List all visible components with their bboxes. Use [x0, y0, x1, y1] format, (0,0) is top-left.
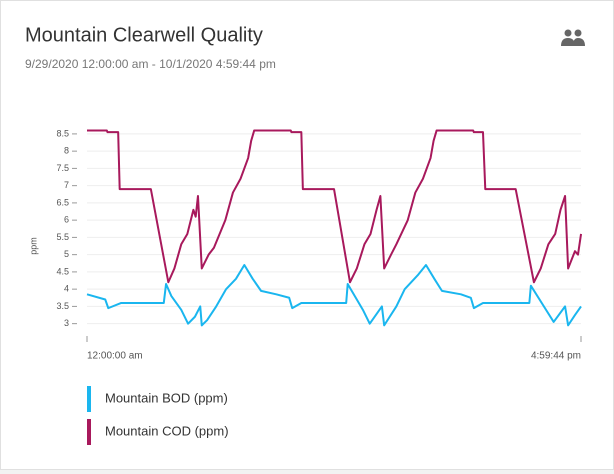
y-tick-label: 5.5	[56, 232, 69, 242]
y-axis-label: ppm	[28, 237, 38, 255]
y-tick-label: 8	[64, 146, 69, 156]
y-tick-label: 3	[64, 318, 69, 328]
x-tick-label: 4:59:44 pm	[531, 351, 581, 362]
y-tick-label: 8.5	[56, 128, 69, 138]
y-tick-label: 7	[64, 180, 69, 190]
y-tick-label: 4	[64, 284, 69, 294]
y-tick-label: 5	[64, 249, 69, 259]
x-tick-label: 12:00:00 am	[87, 351, 143, 362]
chart-title: Mountain Clearwell Quality	[25, 24, 263, 46]
y-tick-label: 6	[64, 215, 69, 225]
legend-swatch	[87, 419, 91, 445]
y-tick-label: 6.5	[56, 197, 69, 207]
legend-label: Mountain BOD (ppm)	[105, 390, 228, 405]
series-line	[87, 129, 583, 284]
y-tick-label: 3.5	[56, 301, 69, 311]
people-icon[interactable]	[561, 29, 585, 47]
y-tick-label: 4.5	[56, 266, 69, 276]
y-tick-label: 7.5	[56, 163, 69, 173]
chart-subtitle: 9/29/2020 12:00:00 am - 10/1/2020 4:59:4…	[25, 57, 276, 71]
legend-label: Mountain COD (ppm)	[105, 423, 229, 438]
series-line	[86, 264, 582, 327]
legend-swatch	[87, 386, 91, 412]
